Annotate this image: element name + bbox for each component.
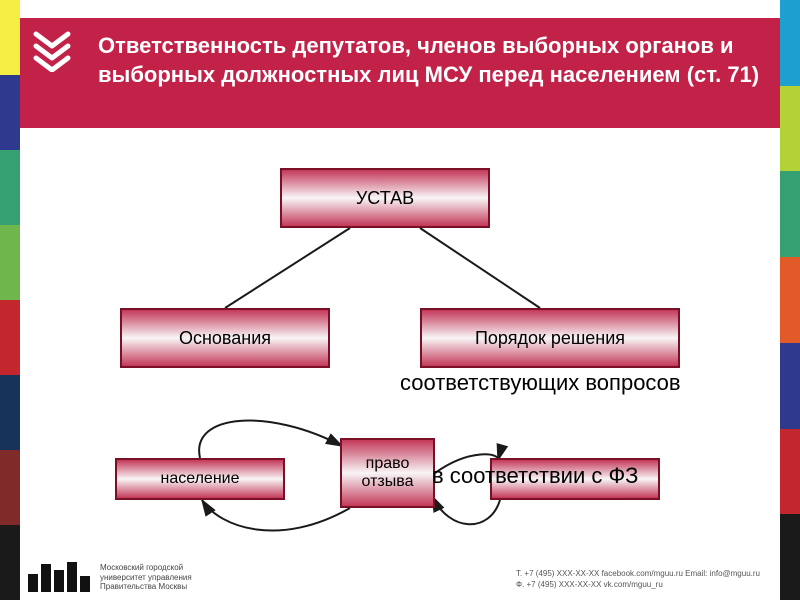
footer-left: Московский городскойуниверситет управлен… <box>28 562 192 592</box>
footer-right: Т. +7 (495) ХХХ-ХХ-ХХ facebook.com/mguu.… <box>516 569 760 590</box>
left-color-strip <box>0 0 20 600</box>
title-text: Ответственность депутатов, членов выборн… <box>98 33 759 87</box>
text-fz: в соответствии с ФЗ <box>432 463 638 489</box>
node-ustav: УСТАВ <box>280 168 490 228</box>
right-color-strip <box>780 0 800 600</box>
slide: Ответственность депутатов, членов выборн… <box>0 0 800 600</box>
node-label: Основания <box>179 328 271 349</box>
node-label: Порядок решения <box>475 328 625 349</box>
logo-icon <box>28 562 90 592</box>
diagram-canvas: УСТАВ Основания Порядок решения населени… <box>20 128 780 600</box>
node-poryad: Порядок решения <box>420 308 680 368</box>
node-label: население <box>160 470 239 488</box>
node-osnov: Основания <box>120 308 330 368</box>
node-nasel: население <box>115 458 285 500</box>
node-otzyv: право отзыва <box>340 438 435 508</box>
node-label: УСТАВ <box>356 188 414 209</box>
chevron-down-icon <box>30 28 74 72</box>
title-bar: Ответственность депутатов, членов выборн… <box>20 18 780 128</box>
node-label: право отзыва <box>350 455 425 491</box>
text-voprosov: соответствующих вопросов <box>400 370 681 396</box>
footer-org-text: Московский городскойуниверситет управлен… <box>100 563 192 592</box>
